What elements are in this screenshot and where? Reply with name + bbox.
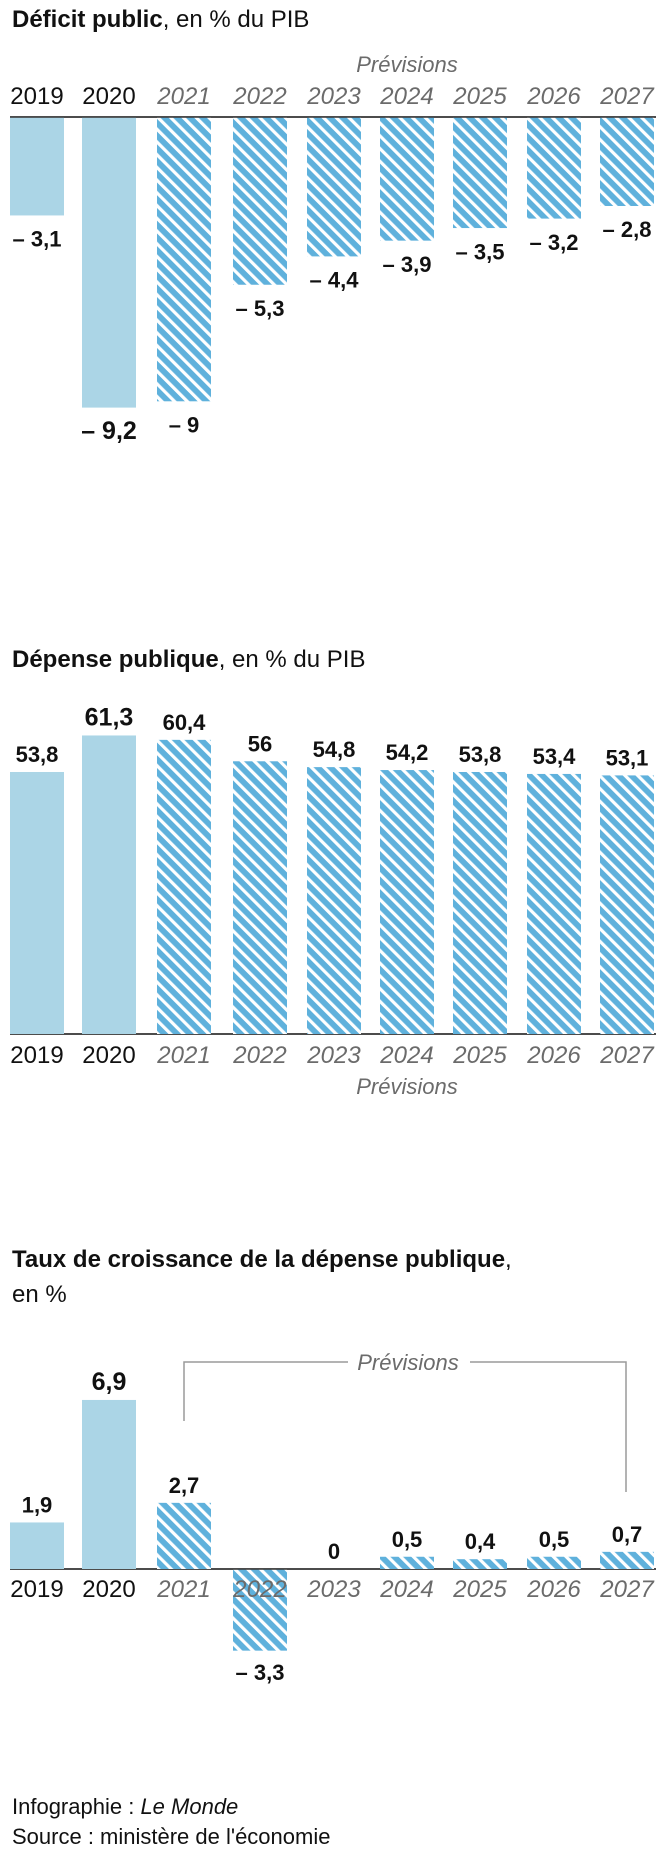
tick-label-2020: 2020 bbox=[82, 1042, 135, 1069]
value-label-2025: 0,4 bbox=[465, 1529, 496, 1554]
chart-title-depense: Dépense publique, en % du PIB bbox=[12, 646, 366, 673]
bar-2026-forecast bbox=[527, 117, 581, 219]
bar-2021-forecast bbox=[157, 739, 211, 1034]
tick-label-2021: 2021 bbox=[156, 1576, 210, 1603]
value-label-2019: 53,8 bbox=[16, 742, 59, 767]
tick-label-2022: 2022 bbox=[232, 1576, 286, 1603]
value-label-2023: 0 bbox=[328, 1539, 340, 1564]
tick-label-2027: 2027 bbox=[599, 83, 655, 110]
value-label-2020: 6,9 bbox=[92, 1368, 127, 1396]
value-label-2025: – 3,5 bbox=[456, 239, 505, 264]
tick-label-2023: 2023 bbox=[306, 83, 361, 110]
tick-label-2025: 2025 bbox=[452, 83, 507, 110]
value-label-2026: 53,4 bbox=[533, 744, 577, 769]
value-label-2024: 54,2 bbox=[386, 740, 429, 765]
chart-depense: 2019 53,8 2020 61,3 2021 60,4 2022 56 2023 54,8 20… bbox=[10, 703, 656, 1099]
value-label-2019: 1,9 bbox=[22, 1492, 53, 1517]
tick-label-2019: 2019 bbox=[10, 83, 63, 110]
bar-2026-forecast bbox=[527, 773, 581, 1034]
tick-label-2023: 2023 bbox=[306, 1042, 361, 1069]
value-label-2023: 54,8 bbox=[313, 737, 356, 762]
bar-2027-forecast bbox=[600, 775, 654, 1034]
tick-label-2026: 2026 bbox=[526, 83, 581, 110]
bar-2027-forecast bbox=[600, 1551, 654, 1569]
tick-label-2027: 2027 bbox=[599, 1042, 655, 1069]
footer: Infographie : Le Monde Source : ministèr… bbox=[12, 1792, 330, 1852]
credit-line: Infographie : Le Monde bbox=[12, 1794, 239, 1819]
bar-2027-forecast bbox=[600, 117, 654, 206]
source-line: Source : ministère de l'économie bbox=[12, 1824, 331, 1849]
bar-2021-forecast bbox=[157, 1502, 211, 1569]
value-label-2026: 0,5 bbox=[539, 1527, 570, 1552]
bar-2022-forecast bbox=[233, 117, 287, 285]
value-label-2019: – 3,1 bbox=[13, 227, 62, 252]
tick-label-2023: 2023 bbox=[306, 1576, 361, 1603]
tick-label-2024: 2024 bbox=[379, 1042, 433, 1069]
value-label-2020: 61,3 bbox=[85, 703, 134, 731]
tick-label-2027: 2027 bbox=[599, 1576, 655, 1603]
bar-2022-forecast bbox=[233, 1569, 287, 1651]
forecast-bracket bbox=[183, 1361, 627, 1492]
bar-2024-forecast bbox=[380, 770, 434, 1034]
bar-2019 bbox=[10, 771, 64, 1034]
chart-croissance: 2019 1,9 2020 6,9 2021 2,7 2022 – 3,3 2023 0 2024 0… bbox=[10, 1350, 656, 1685]
chart-title-deficit: Déficit public, en % du PIB bbox=[12, 6, 310, 33]
bar-2023-forecast bbox=[307, 117, 361, 257]
bar-2020-highlight bbox=[82, 1399, 136, 1569]
tick-label-2021: 2021 bbox=[156, 83, 210, 110]
value-label-2026: – 3,2 bbox=[530, 230, 579, 255]
value-label-2022: – 3,3 bbox=[236, 1660, 285, 1685]
value-label-2027: 0,7 bbox=[612, 1522, 643, 1547]
value-label-2021: 2,7 bbox=[169, 1473, 200, 1498]
value-label-2021: – 9 bbox=[169, 413, 200, 438]
bar-2023-forecast bbox=[307, 767, 361, 1034]
bar-2024-forecast bbox=[380, 117, 434, 241]
bar-2022-forecast bbox=[233, 761, 287, 1034]
tick-label-2022: 2022 bbox=[232, 83, 286, 110]
value-label-2021: 60,4 bbox=[163, 710, 207, 735]
bar-2020-highlight bbox=[82, 117, 136, 408]
value-label-2024: – 3,9 bbox=[383, 252, 432, 277]
value-label-2025: 53,8 bbox=[459, 742, 502, 767]
value-label-2022: – 5,3 bbox=[236, 296, 285, 321]
tick-label-2026: 2026 bbox=[526, 1042, 581, 1069]
chart-subtitle-croissance: en % bbox=[12, 1281, 67, 1308]
tick-label-2019: 2019 bbox=[10, 1042, 63, 1069]
value-label-2023: – 4,4 bbox=[310, 268, 360, 293]
value-label-2027: – 2,8 bbox=[603, 217, 652, 242]
tick-label-2022: 2022 bbox=[232, 1042, 286, 1069]
tick-label-2021: 2021 bbox=[156, 1042, 210, 1069]
bar-2019 bbox=[10, 117, 64, 216]
forecast-label: Prévisions bbox=[357, 1350, 458, 1375]
bar-2021-forecast bbox=[157, 117, 211, 402]
tick-label-2026: 2026 bbox=[526, 1576, 581, 1603]
tick-label-2020: 2020 bbox=[82, 83, 135, 110]
value-label-2022: 56 bbox=[248, 731, 272, 756]
forecast-label: Prévisions bbox=[356, 52, 457, 77]
bar-2025-forecast bbox=[453, 1559, 507, 1569]
tick-label-2024: 2024 bbox=[379, 83, 433, 110]
bar-2024-forecast bbox=[380, 1556, 434, 1569]
tick-label-2019: 2019 bbox=[10, 1576, 63, 1603]
chart-deficit: 2019 – 3,1 2020 – 9,2 2021 – 9 2022 – 5,3 2023 – … bbox=[10, 52, 656, 445]
tick-label-2024: 2024 bbox=[379, 1576, 433, 1603]
bar-2025-forecast bbox=[453, 771, 507, 1034]
tick-label-2025: 2025 bbox=[452, 1576, 507, 1603]
tick-label-2020: 2020 bbox=[82, 1576, 135, 1603]
bar-2019 bbox=[10, 1522, 64, 1569]
chart-title-croissance: Taux de croissance de la dépense publiqu… bbox=[12, 1246, 512, 1273]
value-label-2020: – 9,2 bbox=[81, 417, 137, 445]
forecast-label: Prévisions bbox=[356, 1074, 457, 1099]
tick-label-2025: 2025 bbox=[452, 1042, 507, 1069]
bar-2020-highlight bbox=[82, 735, 136, 1034]
value-label-2027: 53,1 bbox=[606, 745, 649, 770]
bar-2025-forecast bbox=[453, 117, 507, 229]
value-label-2024: 0,5 bbox=[392, 1527, 423, 1552]
bar-2026-forecast bbox=[527, 1556, 581, 1569]
